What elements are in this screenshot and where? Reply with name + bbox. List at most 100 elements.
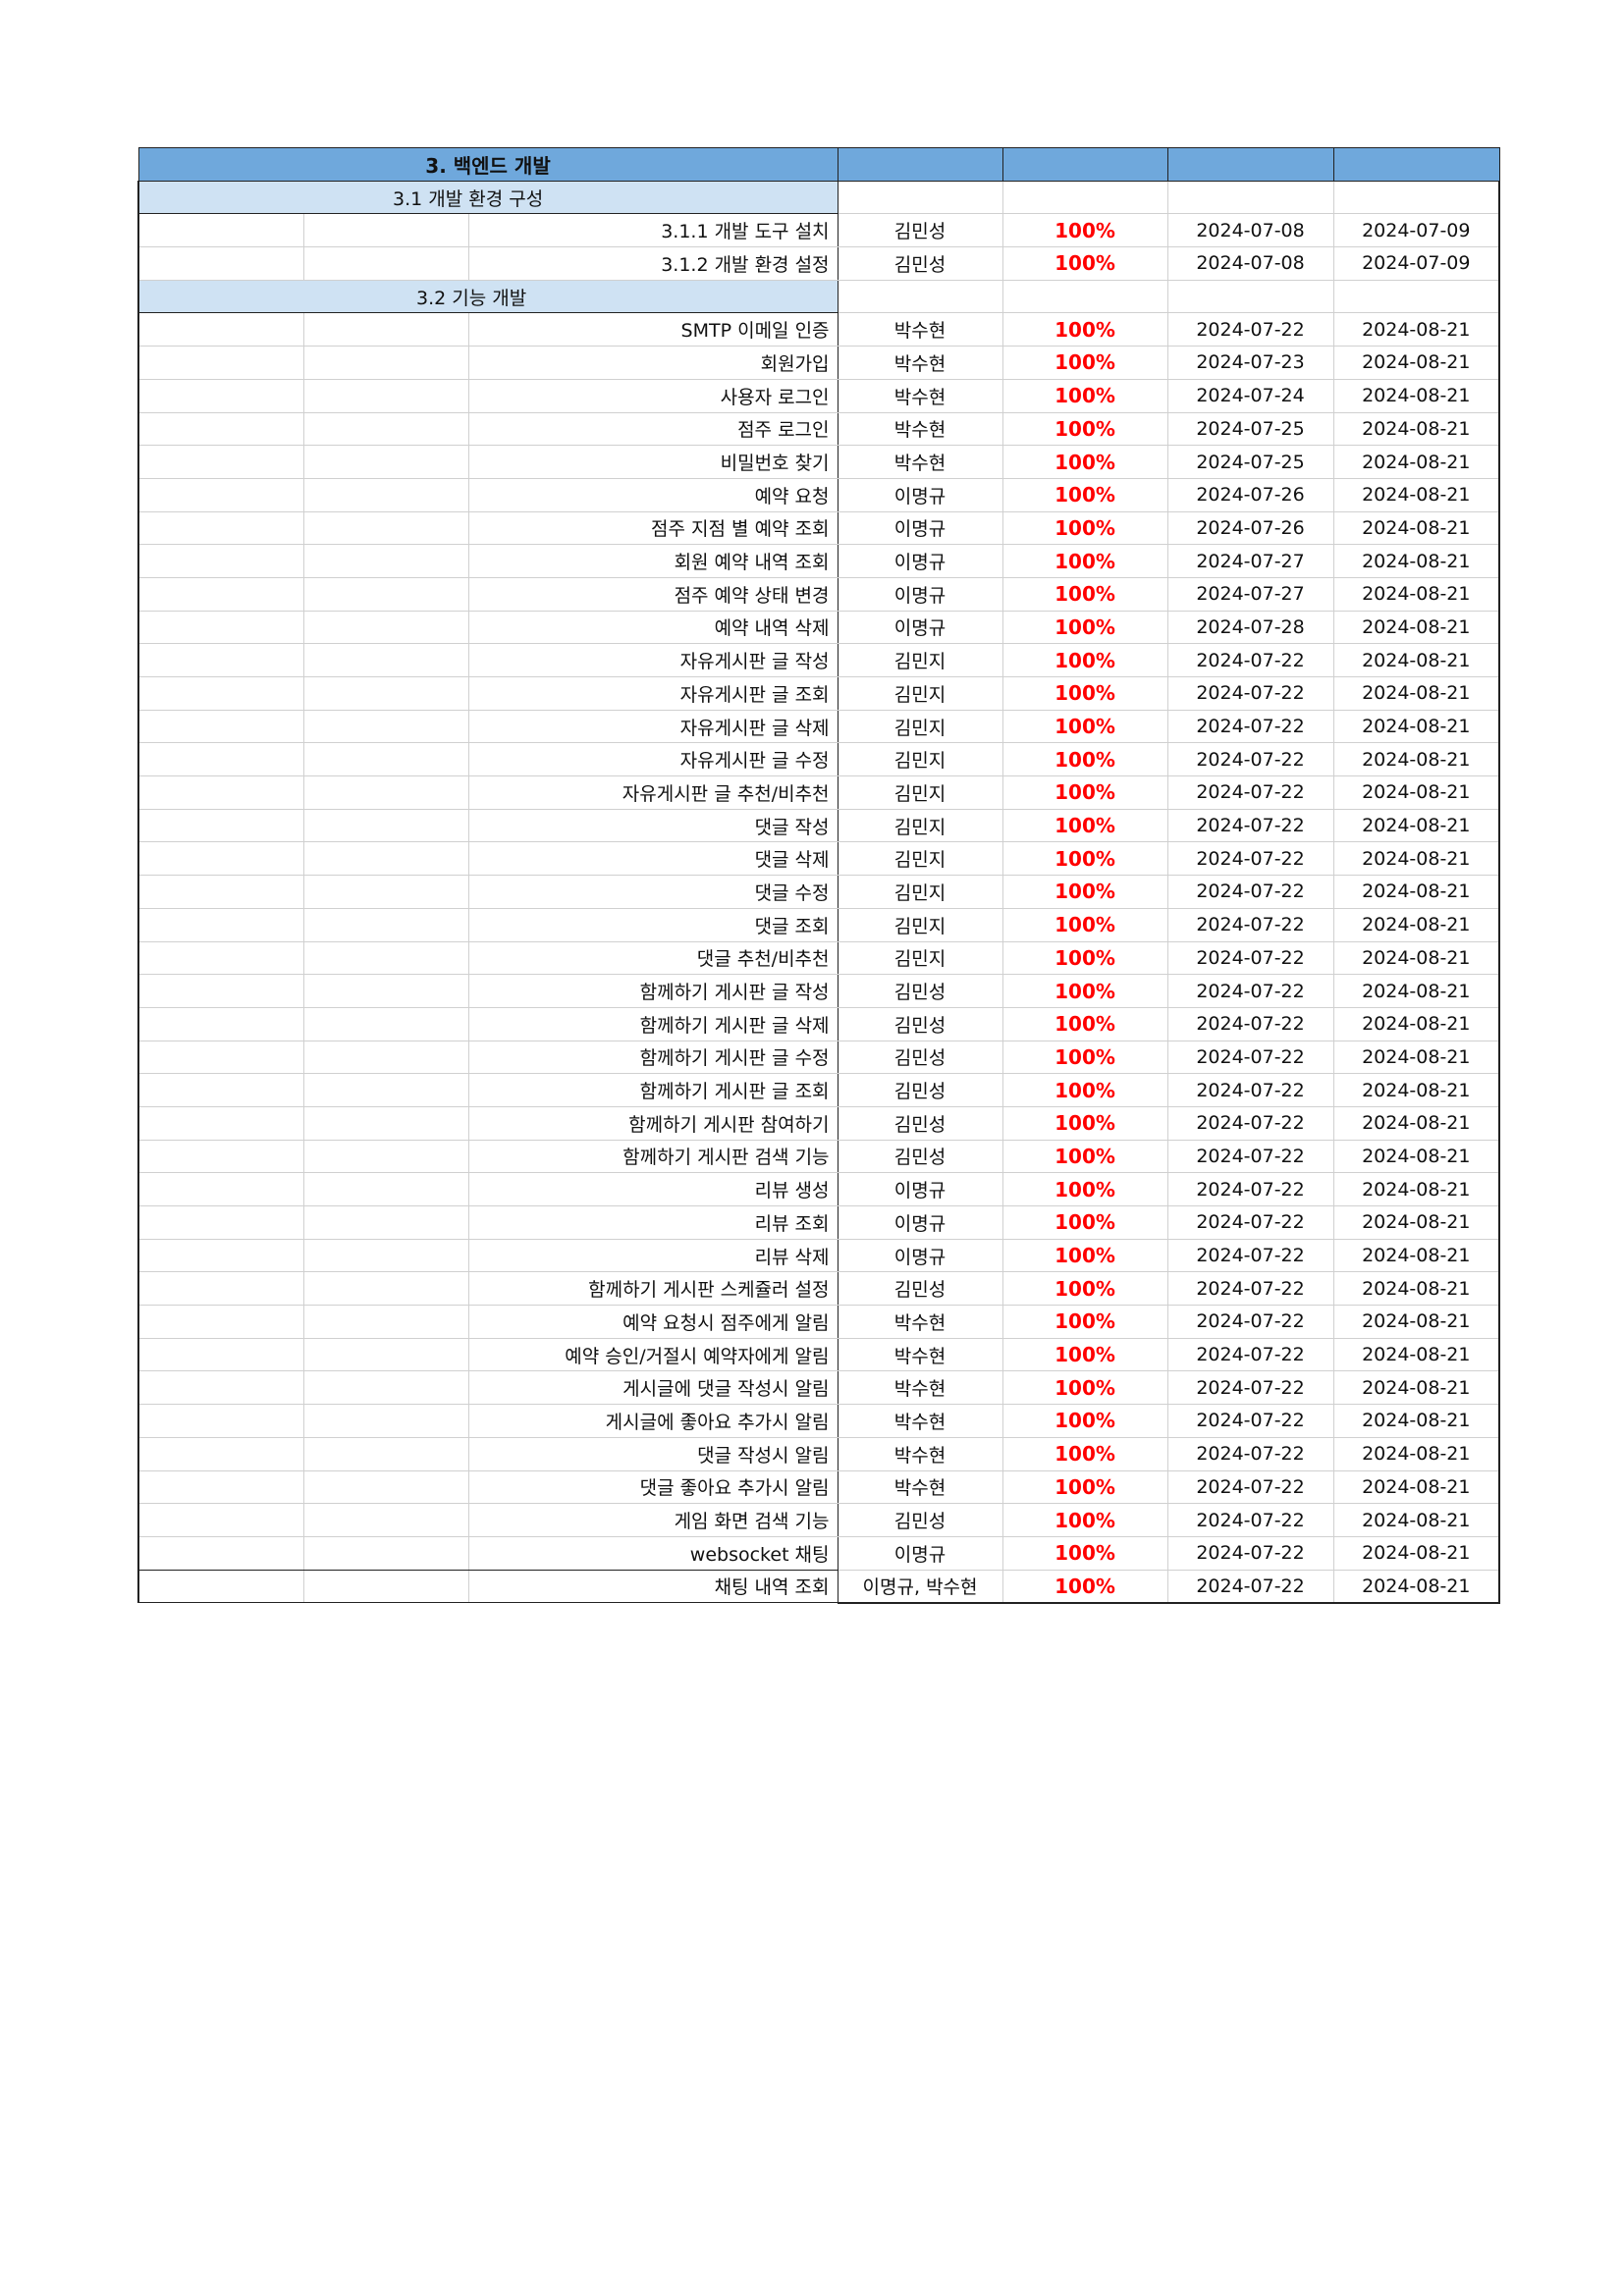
indent-cell <box>302 1535 469 1571</box>
task-name: 게시글에 댓글 작성시 알림 <box>467 1370 839 1406</box>
task-row: 예약 승인/거절시 예약자에게 알림 박수현 100% 2024-07-22 2024-… <box>137 1337 1501 1372</box>
task-progress: 100% <box>1001 544 1168 578</box>
indent-cell <box>302 1271 469 1307</box>
task-row: 자유게시판 글 삭제 김민지 100% 2024-07-22 2024-08-21 <box>137 709 1501 744</box>
indent-cell <box>137 940 304 976</box>
task-progress: 100% <box>1001 312 1168 347</box>
task-progress: 100% <box>1001 1469 1168 1505</box>
task-progress: 100% <box>1001 940 1168 976</box>
task-end-date: 2024-08-21 <box>1332 510 1501 546</box>
task-progress: 100% <box>1001 510 1168 546</box>
task-owner: 이명규, 박수현 <box>837 1569 1003 1604</box>
task-owner: 이명규 <box>837 610 1003 645</box>
task-progress: 100% <box>1001 1337 1168 1372</box>
task-progress: 100% <box>1001 213 1168 248</box>
task-progress: 100% <box>1001 1172 1168 1206</box>
indent-cell <box>302 1305 469 1339</box>
task-name: 함께하기 게시판 참여하기 <box>467 1105 839 1141</box>
task-start-date: 2024-07-22 <box>1166 742 1334 777</box>
indent-cell <box>302 411 469 447</box>
indent-cell <box>137 312 304 347</box>
task-name: 함께하기 게시판 스케쥴러 설정 <box>467 1271 839 1307</box>
indent-cell <box>137 841 304 877</box>
task-row: 게시글에 좋아요 추가시 알림 박수현 100% 2024-07-22 2024-08-… <box>137 1404 1501 1438</box>
task-owner: 김민성 <box>837 1006 1003 1041</box>
task-start-date: 2024-07-28 <box>1166 610 1334 645</box>
indent-cell <box>137 1238 304 1273</box>
task-progress: 100% <box>1001 1205 1168 1240</box>
task-row: 점주 로그인 박수현 100% 2024-07-25 2024-08-21 <box>137 411 1501 447</box>
indent-cell <box>137 742 304 777</box>
indent-cell <box>302 907 469 942</box>
task-name: 게시글에 좋아요 추가시 알림 <box>467 1404 839 1438</box>
section-header-cell <box>1332 147 1500 182</box>
task-start-date: 2024-07-22 <box>1166 1305 1334 1339</box>
schedule-table: 3. 백엔드 개발 3.1 개발 환경 구성 3.1.1 개발 도구 설치 김민성 10… <box>136 147 1501 1604</box>
task-row: 3.1.2 개발 환경 설정 김민성 100% 2024-07-08 2024-07-0… <box>137 246 1501 281</box>
task-owner: 박수현 <box>837 312 1003 347</box>
indent-cell <box>137 1305 304 1339</box>
task-owner: 박수현 <box>837 1305 1003 1339</box>
task-end-date: 2024-08-21 <box>1332 576 1501 612</box>
task-progress: 100% <box>1001 1305 1168 1339</box>
task-end-date: 2024-08-21 <box>1332 378 1501 413</box>
task-row: 자유게시판 글 조회 김민지 100% 2024-07-22 2024-08-21 <box>137 676 1501 711</box>
indent-cell <box>302 1073 469 1107</box>
task-end-date: 2024-08-21 <box>1332 1503 1501 1537</box>
indent-cell <box>137 643 304 677</box>
task-name: 3.1.1 개발 도구 설치 <box>467 213 839 248</box>
task-progress: 100% <box>1001 1436 1168 1471</box>
indent-cell <box>302 477 469 512</box>
task-row: 점주 예약 상태 변경 이명규 100% 2024-07-27 2024-08-21 <box>137 576 1501 612</box>
task-row: 함께하기 게시판 스케쥴러 설정 김민성 100% 2024-07-22 2024-08… <box>137 1271 1501 1307</box>
task-name: 게임 화면 검색 기능 <box>467 1503 839 1537</box>
task-start-date: 2024-07-22 <box>1166 974 1334 1008</box>
task-name: 함께하기 게시판 글 수정 <box>467 1040 839 1075</box>
task-row: 리뷰 삭제 이명규 100% 2024-07-22 2024-08-21 <box>137 1238 1501 1273</box>
task-name: 비밀번호 찾기 <box>467 445 839 479</box>
indent-cell <box>137 709 304 744</box>
task-row: 채팅 내역 조회 이명규, 박수현 100% 2024-07-22 2024-08-21 <box>137 1569 1501 1604</box>
indent-cell <box>137 1469 304 1505</box>
task-name: 자유게시판 글 수정 <box>467 742 839 777</box>
indent-cell <box>302 841 469 877</box>
task-start-date: 2024-07-22 <box>1166 875 1334 909</box>
task-name: 댓글 삭제 <box>467 841 839 877</box>
task-progress: 100% <box>1001 610 1168 645</box>
task-name: SMTP 이메일 인증 <box>467 312 839 347</box>
task-start-date: 2024-07-22 <box>1166 808 1334 843</box>
task-end-date: 2024-08-21 <box>1332 411 1501 447</box>
indent-cell <box>137 610 304 645</box>
task-end-date: 2024-08-21 <box>1332 1040 1501 1075</box>
task-start-date: 2024-07-24 <box>1166 378 1334 413</box>
task-end-date: 2024-08-21 <box>1332 1073 1501 1107</box>
task-start-date: 2024-07-22 <box>1166 775 1334 810</box>
task-row: 회원가입 박수현 100% 2024-07-23 2024-08-21 <box>137 346 1501 380</box>
section-header-cell <box>1001 147 1168 182</box>
task-owner: 김민성 <box>837 213 1003 248</box>
task-name: 댓글 작성시 알림 <box>467 1436 839 1471</box>
task-end-date: 2024-08-21 <box>1332 875 1501 909</box>
task-row: 예약 내역 삭제 이명규 100% 2024-07-28 2024-08-21 <box>137 610 1501 645</box>
task-end-date: 2024-08-21 <box>1332 1535 1501 1571</box>
task-start-date: 2024-07-22 <box>1166 1172 1334 1206</box>
task-progress: 100% <box>1001 974 1168 1008</box>
task-name: 자유게시판 글 추천/비추천 <box>467 775 839 810</box>
indent-cell <box>302 246 469 281</box>
task-start-date: 2024-07-22 <box>1166 1404 1334 1438</box>
task-row: 3.1.1 개발 도구 설치 김민성 100% 2024-07-08 2024-07-0… <box>137 213 1501 248</box>
subsection-title: 3.2 기능 개발 <box>136 279 839 314</box>
task-owner: 이명규 <box>837 1205 1003 1240</box>
indent-cell <box>137 1337 304 1372</box>
task-start-date: 2024-07-22 <box>1166 312 1334 347</box>
task-row: 게시글에 댓글 작성시 알림 박수현 100% 2024-07-22 2024-08-2… <box>137 1370 1501 1406</box>
task-row: 댓글 추천/비추천 김민지 100% 2024-07-22 2024-08-21 <box>137 940 1501 976</box>
task-end-date: 2024-08-21 <box>1332 1205 1501 1240</box>
task-name: 댓글 조회 <box>467 907 839 942</box>
task-owner: 이명규 <box>837 544 1003 578</box>
task-start-date: 2024-07-27 <box>1166 544 1334 578</box>
task-name: 댓글 작성 <box>467 808 839 843</box>
task-row: 자유게시판 글 추천/비추천 김민지 100% 2024-07-22 2024-08-2… <box>137 775 1501 810</box>
task-end-date: 2024-08-21 <box>1332 1305 1501 1339</box>
task-row: 회원 예약 내역 조회 이명규 100% 2024-07-27 2024-08-21 <box>137 544 1501 578</box>
